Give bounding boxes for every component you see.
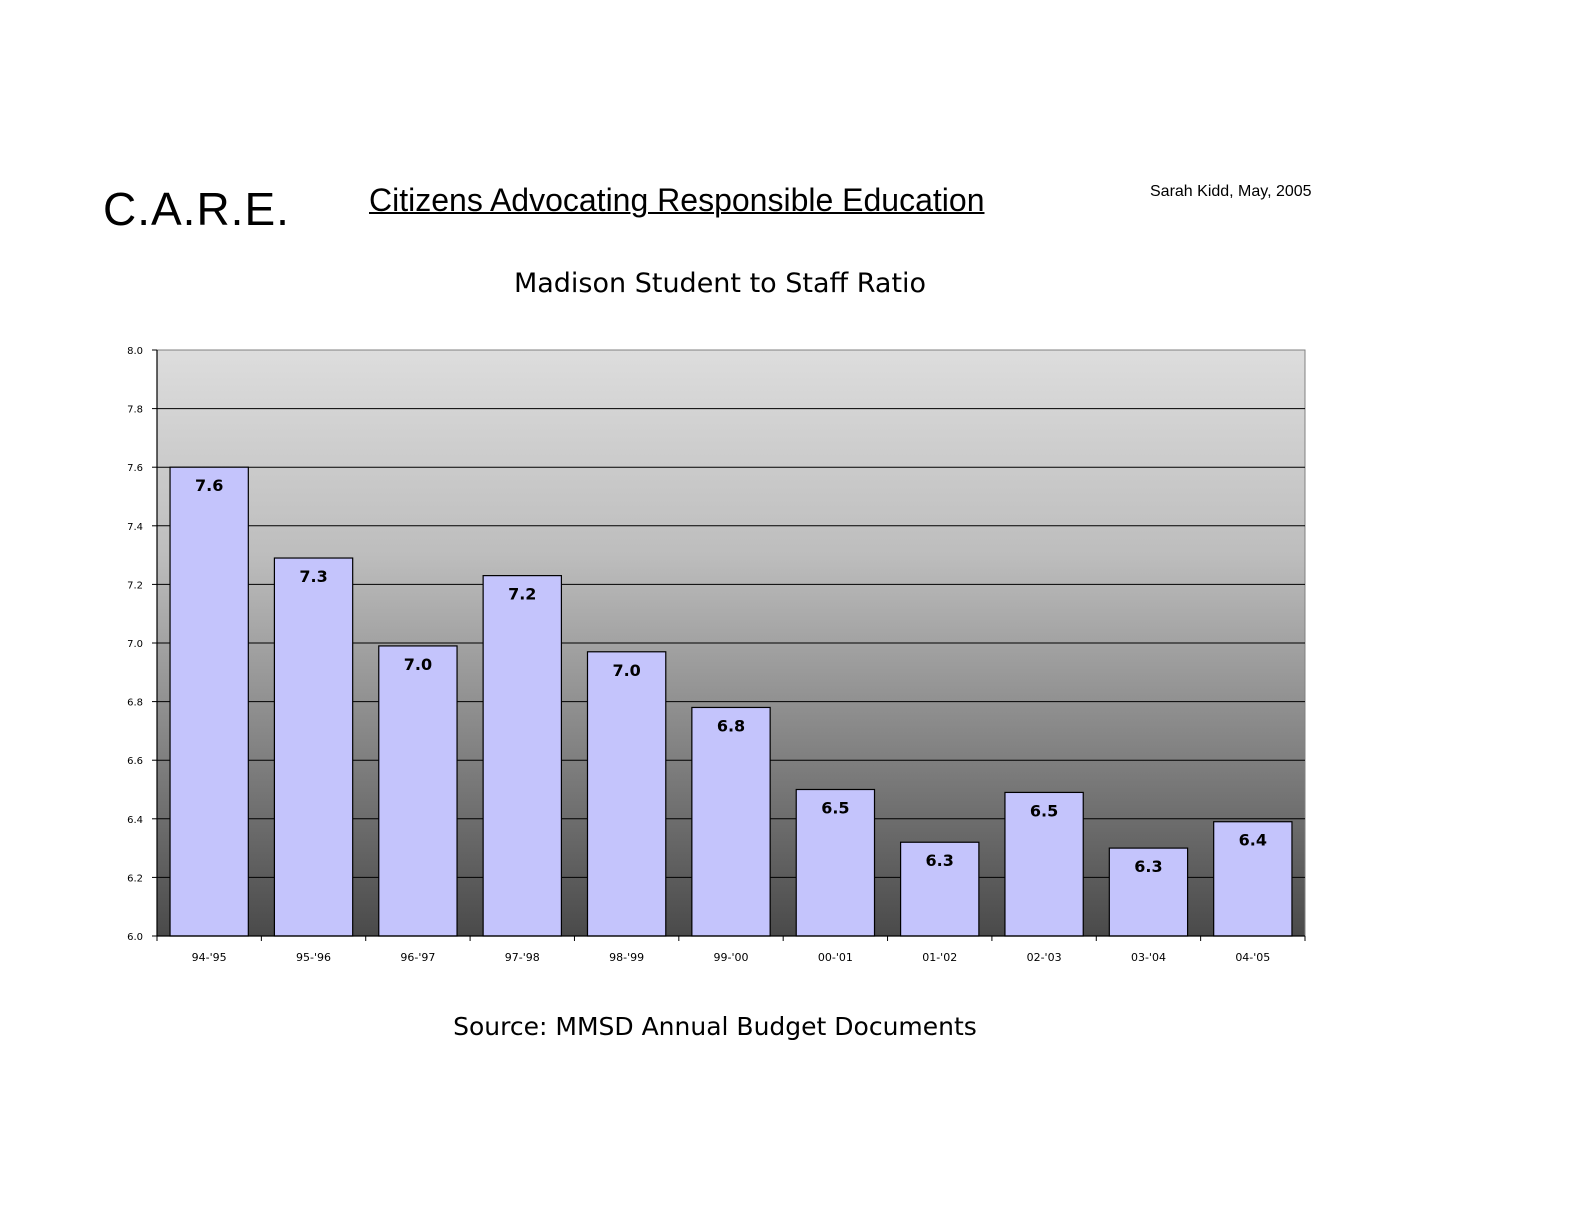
bar-data-label: 7.0 xyxy=(404,655,432,674)
x-tick-label: 94-'95 xyxy=(192,951,227,964)
x-tick-label: 95-'96 xyxy=(296,951,331,964)
bar xyxy=(482,575,563,937)
bar-data-label: 6.8 xyxy=(717,716,745,735)
x-tick-label: 01-'02 xyxy=(922,951,957,964)
bars: 7.6 7.3 7.0 7.2 7.0 6.8 6.5 6.3 6.5 6.3 6.4 xyxy=(169,466,1293,937)
organization-name: Citizens Advocating Responsible Educatio… xyxy=(369,182,985,218)
y-tick-label: 7.4 xyxy=(127,522,143,533)
x-tick-label: 02-'03 xyxy=(1027,951,1062,964)
bar xyxy=(169,466,249,937)
x-tick-label: 99-'00 xyxy=(714,951,749,964)
y-tick-label: 6.2 xyxy=(127,873,143,884)
bar-data-label: 7.6 xyxy=(195,476,223,495)
x-tick-label: 97-'98 xyxy=(505,951,540,964)
x-tick-label: 04-'05 xyxy=(1235,951,1270,964)
bar-data-label: 6.4 xyxy=(1239,831,1267,850)
bar-data-label: 6.5 xyxy=(1030,801,1058,820)
organization-acronym: C.A.R.E. xyxy=(103,183,290,235)
bar-data-label: 7.3 xyxy=(299,567,327,586)
bar xyxy=(273,557,354,937)
bar-data-label: 6.5 xyxy=(821,799,849,818)
bar xyxy=(1004,791,1084,937)
bar xyxy=(1213,821,1293,937)
author-date: Sarah Kidd, May, 2005 xyxy=(1150,183,1312,200)
y-tick-label: 7.2 xyxy=(127,580,143,591)
y-tick-label: 7.0 xyxy=(127,639,143,650)
y-tick-label: 6.0 xyxy=(127,932,143,943)
bar xyxy=(378,645,458,937)
bar-data-label: 6.3 xyxy=(926,851,954,870)
y-tick-label: 7.8 xyxy=(127,405,143,416)
source-note: Source: MMSD Annual Budget Documents xyxy=(453,1012,977,1041)
x-tick-label: 00-'01 xyxy=(818,951,853,964)
x-tick-label: 96-'97 xyxy=(400,951,435,964)
bar-data-label: 7.2 xyxy=(508,585,536,604)
x-tick-label: 03-'04 xyxy=(1131,951,1166,964)
bar xyxy=(691,706,771,937)
bar xyxy=(1108,847,1189,937)
x-tick-label: 98-'99 xyxy=(609,951,644,964)
bar-data-label: 7.0 xyxy=(612,661,640,680)
y-tick-label: 8.0 xyxy=(127,346,143,357)
axes: 6.0 6.2 6.4 6.6 6.8 7.0 7.2 7.4 7.6 7.8 8.0 94-'95 9… xyxy=(127,346,1306,964)
y-tick-label: 6.6 xyxy=(127,756,143,767)
y-tick-label: 7.6 xyxy=(127,463,143,474)
chart-title: Madison Student to Staff Ratio xyxy=(513,268,927,299)
y-tick-label: 6.4 xyxy=(127,815,143,826)
bar-data-label: 6.3 xyxy=(1134,857,1162,876)
y-tick-label: 6.8 xyxy=(127,698,143,709)
bar xyxy=(586,651,667,937)
